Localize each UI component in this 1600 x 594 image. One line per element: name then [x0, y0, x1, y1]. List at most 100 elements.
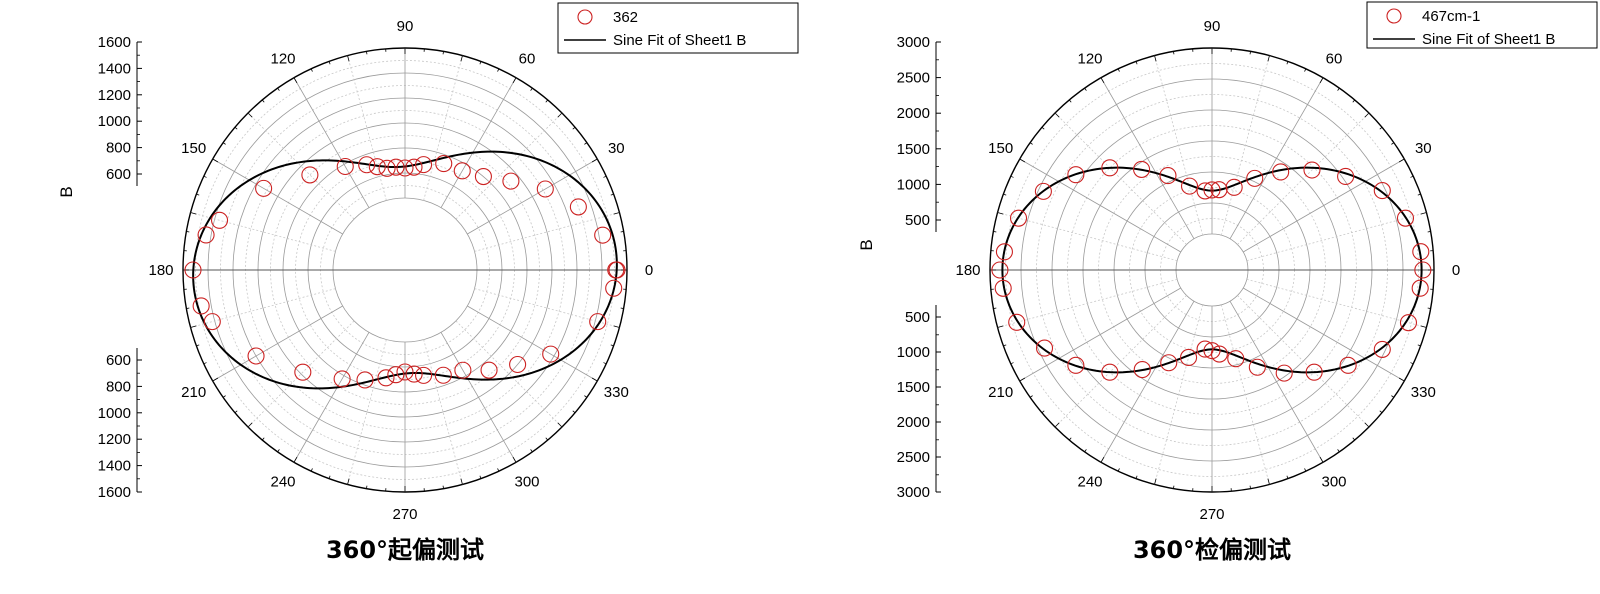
outer-tick — [1068, 99, 1072, 103]
data-point — [197, 226, 215, 244]
angle-tick-label: 30 — [608, 140, 625, 157]
outer-tick — [1041, 126, 1045, 130]
data-point — [405, 365, 423, 383]
grid-spoke — [474, 288, 620, 328]
outer-tick — [1249, 485, 1251, 489]
data-point — [1246, 169, 1264, 187]
data-point — [1133, 160, 1151, 178]
legend-box — [1366, 1, 1598, 49]
polar-chart-analyzer: 5005001000100015001500200020002500250030… — [857, 1, 1598, 564]
outer-tick — [1364, 112, 1370, 118]
data-point — [1210, 345, 1228, 363]
data-point — [1305, 363, 1323, 381]
radial-tick-label-lower: 2000 — [897, 414, 930, 431]
grid-spoke — [1246, 278, 1427, 328]
outer-tick — [1304, 468, 1307, 472]
data-point — [1196, 182, 1214, 200]
data-point — [1008, 313, 1026, 331]
grid-spoke — [1220, 55, 1270, 236]
data-point — [358, 156, 376, 174]
grid-spoke — [190, 212, 336, 252]
data-point — [336, 157, 354, 176]
angle-tick-labels: 0 30 60 90 120 150 180 210 240 270 300 330 — [148, 18, 653, 523]
outer-tick — [557, 112, 563, 118]
outer-tick — [512, 456, 517, 463]
outer-tick — [1041, 410, 1045, 414]
radial-tick-label-upper: 600 — [106, 166, 131, 183]
outer-tick — [1029, 142, 1033, 145]
outer-tick — [1154, 478, 1157, 485]
outer-tick — [460, 478, 463, 485]
outer-tick — [347, 55, 350, 62]
outer-tick — [993, 307, 997, 309]
outer-tick — [186, 231, 190, 233]
angle-tick-label: 150 — [988, 140, 1013, 157]
outer-tick — [328, 475, 331, 479]
legend-marker-points — [1386, 8, 1402, 24]
polar-chart-polarizer: 6006008008001000100012001200140014001600… — [57, 2, 799, 564]
outer-tick — [479, 475, 482, 479]
data-point — [247, 347, 265, 365]
outer-tick — [1068, 437, 1072, 441]
data-point — [1067, 166, 1085, 184]
outer-tick — [277, 449, 280, 453]
grid-spoke — [455, 320, 563, 428]
data-point — [396, 159, 414, 177]
radial-tick-label-upper: 3000 — [897, 34, 930, 51]
outer-tick — [584, 142, 588, 145]
outer-tick — [261, 99, 265, 103]
data-point — [435, 155, 453, 173]
grid-spoke — [455, 112, 563, 220]
outer-tick — [277, 87, 280, 91]
outer-tick — [1135, 475, 1138, 479]
outer-tick — [1010, 175, 1014, 178]
angle-tick-label: 60 — [1326, 51, 1343, 68]
outer-tick — [1084, 87, 1087, 91]
data-point — [1009, 209, 1028, 227]
outer-tick — [603, 175, 607, 178]
radial-tick-label-lower: 600 — [106, 352, 131, 369]
outer-tick — [1319, 77, 1324, 84]
outer-tick — [1003, 344, 1007, 347]
outer-tick — [222, 142, 226, 145]
data-point — [192, 297, 210, 315]
radial-tick-label-upper: 1400 — [98, 60, 131, 77]
radial-tick-label-lower: 1000 — [98, 405, 131, 422]
legend-box — [557, 2, 799, 54]
radial-tick-label-upper: 1500 — [897, 141, 930, 158]
outer-tick — [1019, 377, 1026, 382]
data-point — [203, 313, 221, 331]
outer-tick — [247, 422, 253, 428]
grid-spoke — [423, 339, 463, 485]
data-point — [368, 158, 386, 176]
chart-caption: 360°检偏测试 — [1133, 536, 1291, 564]
data-point — [1203, 181, 1221, 199]
radial-tick-label-lower: 1200 — [98, 431, 131, 448]
chart-caption: 360°起偏测试 — [326, 536, 484, 564]
data-point — [1412, 243, 1430, 261]
outer-tick — [347, 478, 350, 485]
radial-tick-label-upper: 1600 — [98, 34, 131, 51]
outer-tick — [1173, 51, 1175, 55]
data-point — [1133, 361, 1151, 379]
outer-tick — [1173, 485, 1175, 489]
outer-tick — [190, 212, 197, 215]
data-point — [474, 167, 492, 186]
outer-tick — [261, 437, 265, 441]
grid-spoke — [1154, 55, 1204, 236]
data-point — [1303, 161, 1321, 179]
data-point — [1067, 356, 1085, 374]
angle-tick-label: 300 — [1321, 473, 1346, 490]
grid-spoke — [1237, 112, 1370, 245]
data-point — [1101, 363, 1119, 381]
angle-tick-label: 0 — [645, 262, 653, 279]
outer-tick — [442, 485, 444, 489]
outer-tick — [997, 212, 1004, 215]
data-point — [415, 156, 433, 174]
grid-spoke — [440, 332, 517, 463]
outer-tick — [572, 410, 576, 414]
grid-spoke — [1054, 112, 1187, 245]
data-point — [1034, 182, 1052, 200]
data-point — [434, 366, 452, 384]
grid-spoke — [212, 158, 343, 235]
